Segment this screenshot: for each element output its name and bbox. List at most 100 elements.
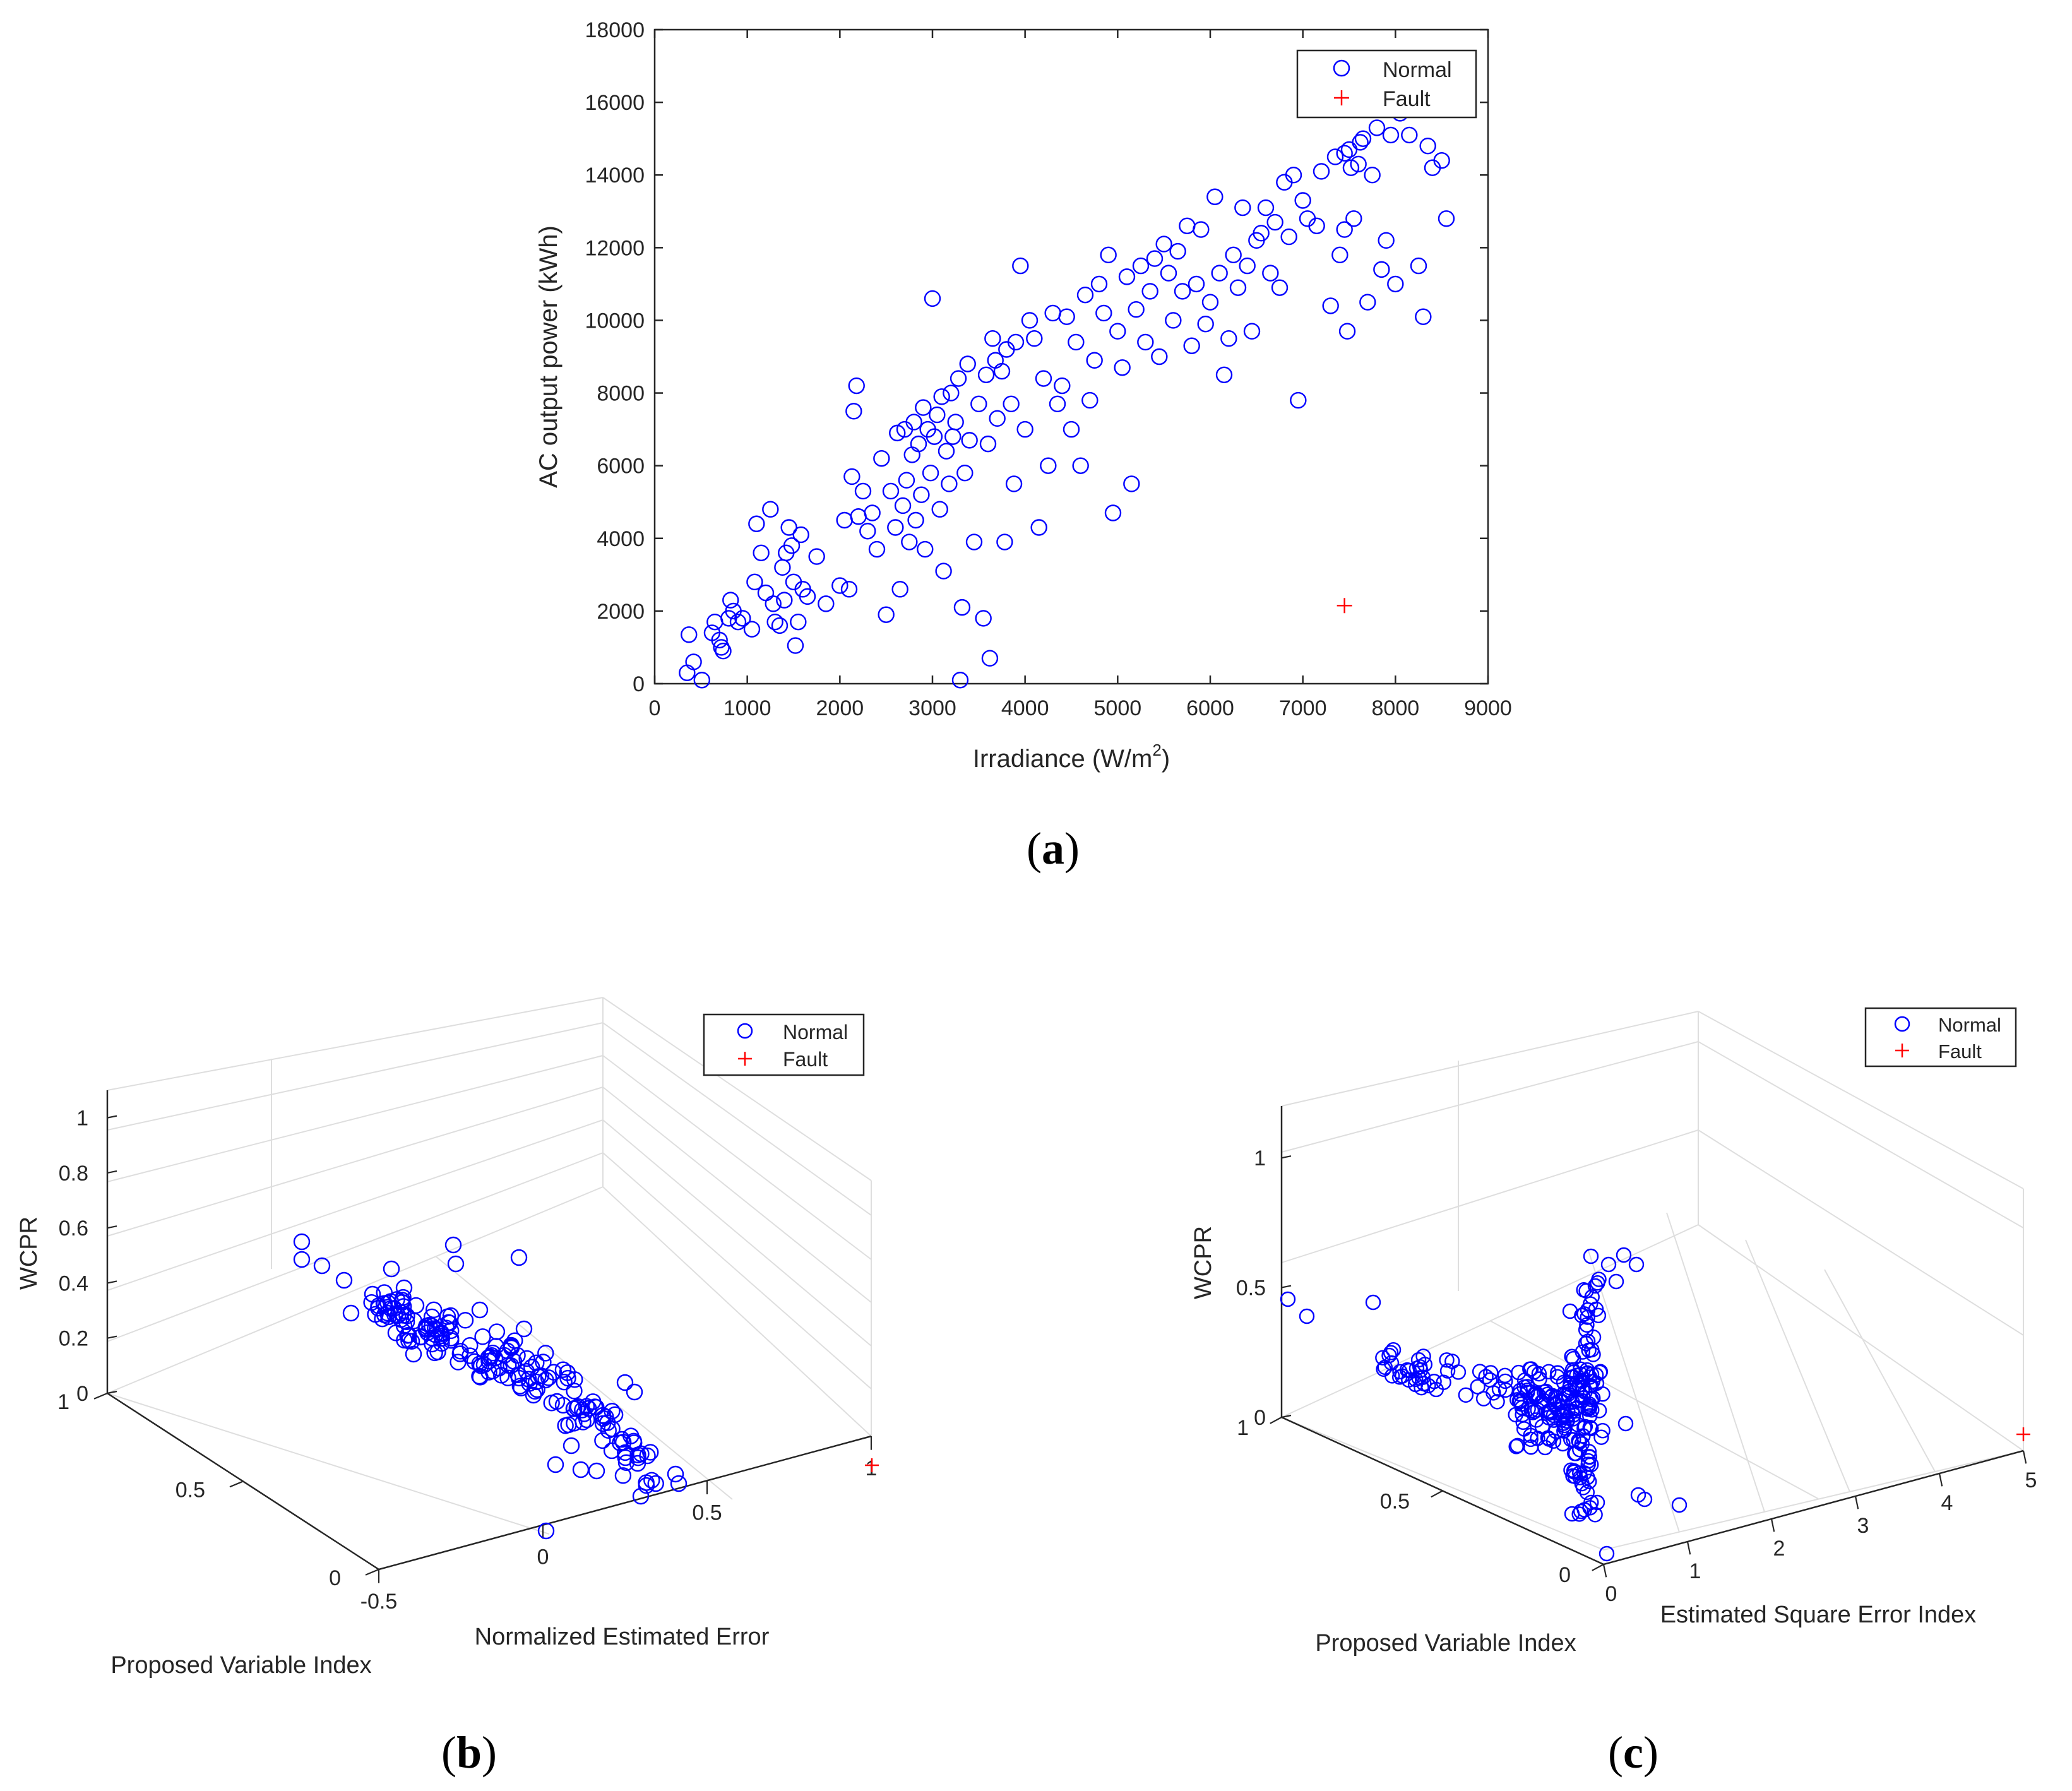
x-tick-label-c: 1 <box>1689 1559 1701 1583</box>
legend-label-normal-b: Normal <box>783 1021 848 1044</box>
data-point-normal-c <box>1537 1439 1553 1456</box>
data-point-normal-c <box>1576 1420 1592 1436</box>
data-point-normal-a <box>1086 352 1103 369</box>
x-axis-label-c: Estimated Square Error Index <box>1660 1602 1977 1628</box>
x-tick-label-a: 0 <box>649 696 661 720</box>
data-point-normal-a <box>1151 348 1168 366</box>
data-point-normal-a <box>1326 148 1344 165</box>
y-tick-label-a: 8000 <box>597 382 645 406</box>
data-point-normal-b <box>576 1405 593 1422</box>
data-point-normal-a <box>913 486 930 503</box>
data-point-normal-a <box>993 362 1011 380</box>
data-point-normal-c <box>1578 1335 1594 1352</box>
data-point-normal-a <box>891 581 908 598</box>
y-tick-label-c: 0 <box>1559 1563 1571 1587</box>
data-point-normal-a <box>1137 333 1154 351</box>
data-point-normal-a <box>1100 246 1117 264</box>
x-axis-label-b: Normalized Estimated Error <box>475 1624 770 1650</box>
data-point-normal-b <box>423 1308 441 1326</box>
data-point-normal-b <box>376 1284 393 1301</box>
y-axis-label-b: Proposed Variable Index <box>110 1652 371 1679</box>
y-tick-label-a: 16000 <box>585 91 645 115</box>
data-point-normal-a <box>1271 279 1289 296</box>
data-point-normal-a <box>780 519 797 536</box>
caption-b: (b) <box>441 1727 497 1778</box>
data-point-normal-c <box>1478 1369 1494 1384</box>
data-point-normal-b <box>603 1442 621 1460</box>
data-point-normal-b <box>642 1444 659 1461</box>
data-point-normal-a <box>907 511 924 529</box>
data-point-normal-c <box>1671 1497 1688 1513</box>
data-point-normal-a <box>929 406 946 424</box>
data-point-normal-b <box>500 1357 517 1374</box>
z-tick-label-b: 0.6 <box>59 1217 88 1241</box>
data-point-normal-b <box>629 1455 646 1472</box>
data-points-b <box>293 1233 879 1540</box>
data-point-normal-a <box>1035 370 1052 387</box>
data-point-normal-a <box>1308 217 1325 234</box>
data-point-normal-a <box>1114 359 1131 376</box>
data-point-normal-b <box>395 1279 413 1297</box>
data-point-normal-c <box>1540 1430 1556 1446</box>
data-point-normal-c <box>1410 1352 1427 1368</box>
data-point-normal-a <box>848 377 865 395</box>
data-point-normal-b <box>503 1339 520 1357</box>
z-tick-mark-b <box>107 1225 117 1229</box>
data-point-normal-b <box>461 1347 479 1364</box>
grid-b <box>107 997 872 1570</box>
y-tick-label-a: 10000 <box>585 309 645 333</box>
data-point-normal-a <box>734 610 751 627</box>
data-point-normal-a <box>1109 323 1126 340</box>
data-point-normal-b <box>566 1383 583 1400</box>
data-point-normal-a <box>1243 323 1261 340</box>
data-point-normal-a <box>931 501 948 518</box>
z-tick-label-b: 0 <box>76 1382 88 1406</box>
data-point-fault-c <box>2016 1427 2030 1441</box>
data-point-normal-b <box>545 1364 563 1381</box>
x-tick-label-c: 4 <box>1941 1491 1953 1515</box>
y-axis-label-a: AC output power (kWh) <box>535 225 563 488</box>
z-tick-label-c: 0 <box>1254 1406 1266 1430</box>
data-point-normal-a <box>1342 159 1360 176</box>
data-point-normal-a <box>922 464 939 482</box>
data-point-normal-a <box>1128 300 1145 318</box>
data-point-normal-c <box>1375 1350 1391 1366</box>
data-point-normal-a <box>889 424 906 442</box>
data-point-normal-a <box>1063 420 1080 438</box>
y-tick-label-b: 0 <box>329 1566 341 1590</box>
data-point-normal-a <box>1350 155 1367 173</box>
z-tick-mark-c <box>1281 1414 1292 1419</box>
plot-area-a <box>653 28 1489 685</box>
data-point-normal-c <box>1530 1431 1545 1446</box>
data-point-normal-a <box>685 653 702 670</box>
data-point-normal-a <box>961 432 978 449</box>
data-point-normal-c <box>1401 1372 1417 1388</box>
data-point-normal-a <box>894 497 912 515</box>
data-point-normal-a <box>935 562 952 580</box>
data-point-normal-b <box>594 1407 612 1424</box>
data-point-normal-a <box>989 410 1006 427</box>
data-point-normal-c <box>1581 1473 1597 1489</box>
data-point-normal-a <box>1095 304 1112 322</box>
data-point-normal-b <box>442 1330 460 1347</box>
data-point-normal-a <box>753 544 770 561</box>
data-point-normal-b <box>447 1255 465 1273</box>
data-point-normal-c <box>1525 1405 1541 1420</box>
data-point-normal-b <box>527 1373 545 1391</box>
data-point-normal-c <box>1489 1394 1505 1410</box>
data-point-normal-b <box>293 1251 311 1268</box>
data-point-normal-c <box>1383 1345 1399 1360</box>
x-axis-label-a: Irradiance (W/m2) <box>973 741 1170 773</box>
data-point-normal-b <box>313 1257 331 1275</box>
data-point-normal-a <box>950 370 967 387</box>
data-point-normal-a <box>901 533 918 550</box>
data-point-normal-a <box>1005 475 1023 492</box>
data-point-normal-a <box>1331 246 1349 264</box>
data-point-normal-a <box>1081 391 1099 409</box>
data-point-normal-a <box>1049 395 1066 413</box>
data-point-normal-c <box>1599 1545 1615 1562</box>
x-tick-label-a: 4000 <box>1001 696 1049 720</box>
data-point-normal-a <box>1072 457 1089 474</box>
legend-label-normal-a: Normal <box>1383 58 1452 82</box>
y-tick-label-a: 4000 <box>597 527 645 551</box>
